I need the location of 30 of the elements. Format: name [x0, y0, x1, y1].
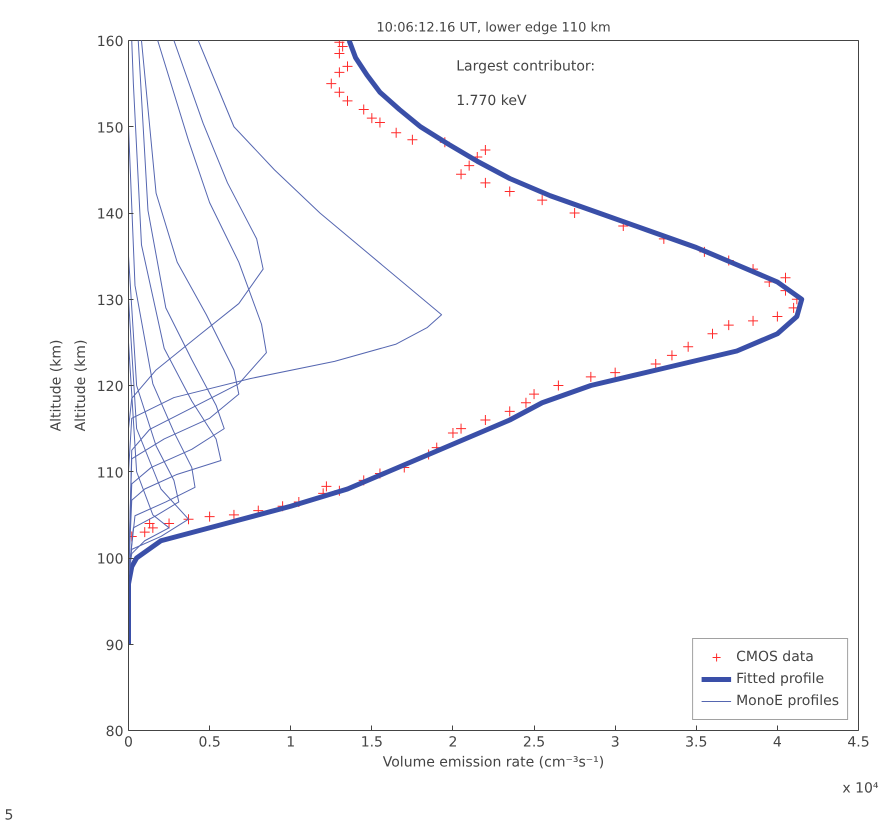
text: 5 [4, 808, 14, 824]
x-tick-label: 3 [610, 734, 620, 750]
x-tick-label: 1 [286, 734, 296, 750]
y-tick-label: 80 [106, 724, 124, 740]
x-tick-label: 0 [124, 734, 133, 750]
y-tick-label: 110 [96, 465, 124, 482]
legend-label: CMOS data [736, 649, 814, 665]
text: Altitude (km) [48, 340, 64, 432]
y-tick-label: 130 [96, 292, 124, 309]
y-tick-label: 150 [96, 120, 124, 136]
y-tick-label: 140 [96, 206, 124, 222]
y-tick-label: 120 [96, 379, 124, 395]
x-tick-label: 3.5 [685, 734, 708, 750]
legend-label: MonoE profiles [736, 693, 839, 709]
chart-title: 10:06:12.16 UT, lower edge 110 km [376, 20, 611, 36]
x-tick-label: 2.5 [522, 734, 546, 750]
x-tick-label: 1.5 [360, 734, 383, 750]
legend-label: Fitted profile [736, 671, 824, 687]
x-tick-label: 0.5 [198, 734, 221, 750]
text: x 10⁴ [842, 780, 879, 796]
x-tick-label: 4.5 [847, 734, 870, 750]
x-tick-label: 4 [772, 734, 782, 750]
y-tick-label: 100 [96, 552, 124, 568]
x-tick-label: 2 [448, 734, 458, 750]
y-tick-label: 160 [96, 34, 124, 50]
y-axis-title: Altitude (km) [72, 340, 89, 432]
y-tick-label: 90 [106, 638, 124, 654]
annotation: 1.770 keV [456, 92, 527, 109]
annotation: Largest contributor: [456, 58, 596, 74]
x-axis-title: Volume emission rate (cm⁻³s⁻¹) [382, 754, 604, 770]
